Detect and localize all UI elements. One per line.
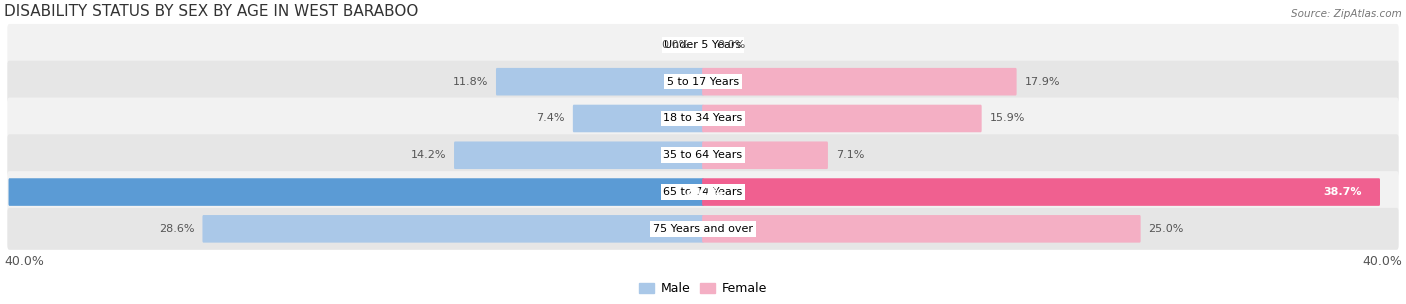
Text: 7.4%: 7.4% xyxy=(537,113,565,123)
FancyBboxPatch shape xyxy=(8,178,704,206)
Text: DISABILITY STATUS BY SEX BY AGE IN WEST BARABOO: DISABILITY STATUS BY SEX BY AGE IN WEST … xyxy=(4,4,419,19)
FancyBboxPatch shape xyxy=(702,215,1140,243)
Text: 17.9%: 17.9% xyxy=(1025,77,1060,87)
FancyBboxPatch shape xyxy=(7,171,1399,213)
Text: 40.0%: 40.0% xyxy=(1362,254,1402,268)
Text: 14.2%: 14.2% xyxy=(411,150,446,160)
Text: 38.7%: 38.7% xyxy=(1323,187,1361,197)
Text: 65 to 74 Years: 65 to 74 Years xyxy=(664,187,742,197)
Text: 7.1%: 7.1% xyxy=(835,150,865,160)
FancyBboxPatch shape xyxy=(7,24,1399,66)
Text: Source: ZipAtlas.com: Source: ZipAtlas.com xyxy=(1291,9,1402,19)
FancyBboxPatch shape xyxy=(702,105,981,132)
FancyBboxPatch shape xyxy=(7,134,1399,176)
Text: 40.0%: 40.0% xyxy=(4,254,44,268)
Text: 0.0%: 0.0% xyxy=(717,40,745,50)
Legend: Male, Female: Male, Female xyxy=(634,277,772,300)
Text: 75 Years and over: 75 Years and over xyxy=(652,224,754,234)
FancyBboxPatch shape xyxy=(202,215,704,243)
Text: 11.8%: 11.8% xyxy=(453,77,488,87)
FancyBboxPatch shape xyxy=(7,208,1399,250)
FancyBboxPatch shape xyxy=(572,105,704,132)
Text: 15.9%: 15.9% xyxy=(990,113,1025,123)
Text: 28.6%: 28.6% xyxy=(159,224,194,234)
Text: 39.7%: 39.7% xyxy=(686,187,724,197)
FancyBboxPatch shape xyxy=(702,178,1381,206)
Text: 5 to 17 Years: 5 to 17 Years xyxy=(666,77,740,87)
Text: 0.0%: 0.0% xyxy=(661,40,689,50)
Text: 25.0%: 25.0% xyxy=(1149,224,1184,234)
FancyBboxPatch shape xyxy=(7,61,1399,103)
Text: Under 5 Years: Under 5 Years xyxy=(665,40,741,50)
Text: 18 to 34 Years: 18 to 34 Years xyxy=(664,113,742,123)
FancyBboxPatch shape xyxy=(702,141,828,169)
FancyBboxPatch shape xyxy=(454,141,704,169)
FancyBboxPatch shape xyxy=(496,68,704,95)
FancyBboxPatch shape xyxy=(702,68,1017,95)
Text: 35 to 64 Years: 35 to 64 Years xyxy=(664,150,742,160)
FancyBboxPatch shape xyxy=(7,98,1399,140)
